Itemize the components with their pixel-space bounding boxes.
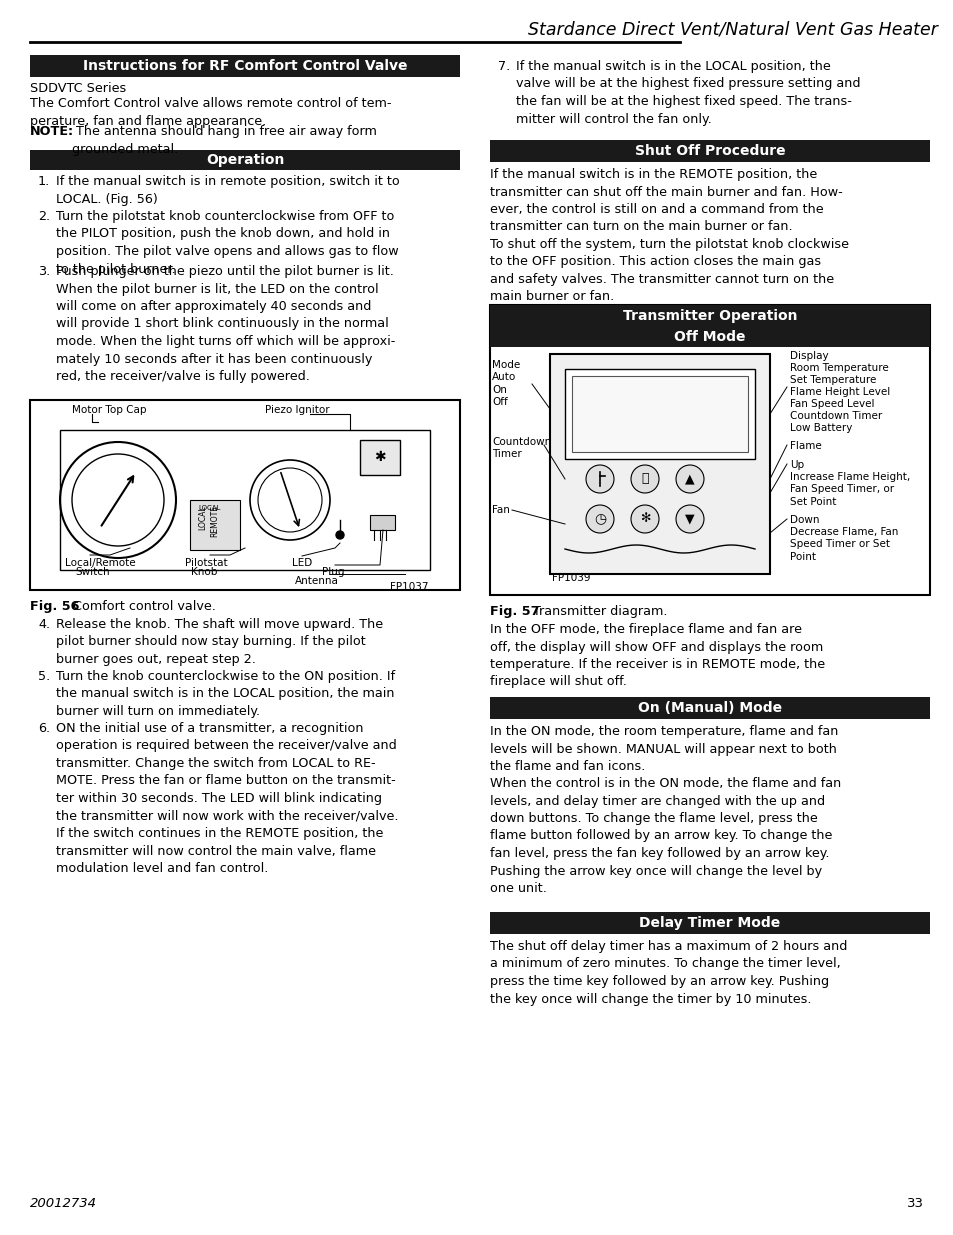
Text: Switch: Switch — [75, 567, 110, 577]
Text: ON the initial use of a transmitter, a recognition
operation is required between: ON the initial use of a transmitter, a r… — [56, 722, 398, 876]
Text: Flame Height Level: Flame Height Level — [789, 387, 889, 396]
Text: To shut off the system, turn the pilotstat knob clockwise
to the OFF position. T: To shut off the system, turn the pilotst… — [490, 238, 848, 304]
Bar — [359, 440, 399, 475]
Text: FP1039: FP1039 — [552, 573, 590, 583]
Text: Motor Top Cap: Motor Top Cap — [71, 405, 147, 415]
Bar — [564, 369, 754, 459]
Text: 2.: 2. — [38, 210, 51, 224]
Bar — [490, 327, 929, 347]
Text: Pilotstat: Pilotstat — [185, 558, 228, 568]
Text: NOTE:: NOTE: — [30, 125, 74, 138]
Text: REMOTE: REMOTE — [210, 505, 219, 537]
Text: Countdown
Timer: Countdown Timer — [492, 437, 551, 459]
Text: Increase Flame Height,
Fan Speed Timer, or
Set Point: Increase Flame Height, Fan Speed Timer, … — [789, 472, 909, 506]
Bar — [30, 149, 459, 170]
Text: ✻: ✻ — [639, 513, 650, 526]
Text: If the manual switch is in the REMOTE position, the
transmitter can shut off the: If the manual switch is in the REMOTE po… — [490, 168, 841, 233]
Text: Set Temperature: Set Temperature — [789, 375, 876, 385]
Text: The Comfort Control valve allows remote control of tem-
perature, fan and flame : The Comfort Control valve allows remote … — [30, 98, 391, 127]
Text: LOCAL: LOCAL — [198, 505, 207, 530]
Circle shape — [585, 466, 614, 493]
Bar — [30, 400, 459, 590]
Bar — [370, 515, 395, 530]
Text: Operation: Operation — [206, 153, 284, 167]
Text: Countdown Timer: Countdown Timer — [789, 411, 882, 421]
Text: On (Manual) Mode: On (Manual) Mode — [638, 701, 781, 715]
Bar — [490, 305, 929, 327]
Text: LOCAL: LOCAL — [198, 505, 220, 511]
Text: Instructions for RF Comfort Control Valve: Instructions for RF Comfort Control Valv… — [83, 59, 407, 73]
Text: Low Battery: Low Battery — [789, 424, 851, 433]
Text: Push plunger on the piezo until the pilot burner is lit.
When the pilot burner i: Push plunger on the piezo until the pilo… — [56, 266, 395, 383]
Circle shape — [630, 466, 659, 493]
Bar — [60, 430, 430, 571]
Text: Fig. 57: Fig. 57 — [490, 605, 539, 618]
Text: 1.: 1. — [38, 175, 51, 188]
Text: 33: 33 — [906, 1197, 923, 1210]
Text: Transmitter Operation: Transmitter Operation — [622, 309, 797, 324]
Bar — [490, 305, 929, 595]
Text: 6.: 6. — [38, 722, 51, 735]
Text: Plug: Plug — [322, 567, 344, 577]
Text: The shut off delay timer has a maximum of 2 hours and
a minimum of zero minutes.: The shut off delay timer has a maximum o… — [490, 940, 846, 1005]
Text: FP1037: FP1037 — [390, 582, 428, 592]
Bar — [550, 354, 769, 574]
Text: Fan Speed Level: Fan Speed Level — [789, 399, 874, 409]
Text: 🔥: 🔥 — [640, 473, 648, 485]
Text: In the ON mode, the room temperature, flame and fan
levels will be shown. MANUAL: In the ON mode, the room temperature, fl… — [490, 725, 838, 773]
Text: ▼: ▼ — [684, 513, 694, 526]
Text: LED: LED — [292, 558, 312, 568]
Text: Piezo Ignitor: Piezo Ignitor — [265, 405, 330, 415]
Text: When the control is in the ON mode, the flame and fan
levels, and delay timer ar: When the control is in the ON mode, the … — [490, 777, 841, 895]
Text: Shut Off Procedure: Shut Off Procedure — [634, 144, 784, 158]
Text: Display: Display — [789, 351, 828, 361]
Text: Release the knob. The shaft will move upward. The
pilot burner should now stay b: Release the knob. The shaft will move up… — [56, 618, 383, 666]
Text: If the manual switch is in remote position, switch it to
LOCAL. (Fig. 56): If the manual switch is in remote positi… — [56, 175, 399, 205]
Text: Stardance Direct Vent/Natural Vent Gas Heater: Stardance Direct Vent/Natural Vent Gas H… — [528, 20, 937, 38]
Text: Decrease Flame, Fan
Speed Timer or Set
Point: Decrease Flame, Fan Speed Timer or Set P… — [789, 527, 898, 562]
Bar — [30, 56, 459, 77]
Text: ✱: ✱ — [374, 450, 385, 464]
Circle shape — [676, 466, 703, 493]
Text: ◷: ◷ — [594, 513, 605, 526]
Text: Antenna: Antenna — [294, 576, 338, 585]
Circle shape — [335, 531, 344, 538]
Text: SDDVTC Series: SDDVTC Series — [30, 82, 126, 95]
Circle shape — [630, 505, 659, 534]
Text: 4.: 4. — [38, 618, 51, 631]
Text: Off Mode: Off Mode — [674, 330, 745, 345]
Circle shape — [585, 505, 614, 534]
Text: Local/Remote: Local/Remote — [65, 558, 135, 568]
Text: Delay Timer Mode: Delay Timer Mode — [639, 916, 780, 930]
Text: In the OFF mode, the fireplace flame and fan are
off, the display will show OFF : In the OFF mode, the fireplace flame and… — [490, 622, 824, 688]
Bar — [572, 375, 747, 452]
Text: The antenna should hang in free air away form
grounded metal.: The antenna should hang in free air away… — [71, 125, 376, 156]
Text: 7.: 7. — [497, 61, 510, 73]
Text: Flame: Flame — [789, 441, 821, 451]
Text: ▲: ▲ — [684, 473, 694, 485]
Text: Turn the pilotstat knob counterclockwise from OFF to
the PILOT position, push th: Turn the pilotstat knob counterclockwise… — [56, 210, 398, 275]
Text: Room Temperature: Room Temperature — [789, 363, 888, 373]
Text: Up: Up — [789, 459, 803, 471]
Text: Fan: Fan — [492, 505, 509, 515]
Text: 20012734: 20012734 — [30, 1197, 97, 1210]
Bar — [490, 697, 929, 719]
Text: 5.: 5. — [38, 671, 51, 683]
Text: 3.: 3. — [38, 266, 51, 278]
Circle shape — [676, 505, 703, 534]
Text: Down: Down — [789, 515, 819, 525]
Text: Mode
Auto
On
Off: Mode Auto On Off — [492, 359, 519, 408]
Text: Knob: Knob — [191, 567, 217, 577]
Text: Transmitter diagram.: Transmitter diagram. — [533, 605, 667, 618]
Bar — [490, 140, 929, 162]
Text: Turn the knob counterclockwise to the ON position. If
the manual switch is in th: Turn the knob counterclockwise to the ON… — [56, 671, 395, 718]
Bar — [190, 500, 240, 550]
Text: If the manual switch is in the LOCAL position, the
valve will be at the highest : If the manual switch is in the LOCAL pos… — [516, 61, 860, 126]
Bar — [490, 911, 929, 934]
Text: Fig. 56: Fig. 56 — [30, 600, 79, 613]
Text: Comfort control valve.: Comfort control valve. — [73, 600, 215, 613]
